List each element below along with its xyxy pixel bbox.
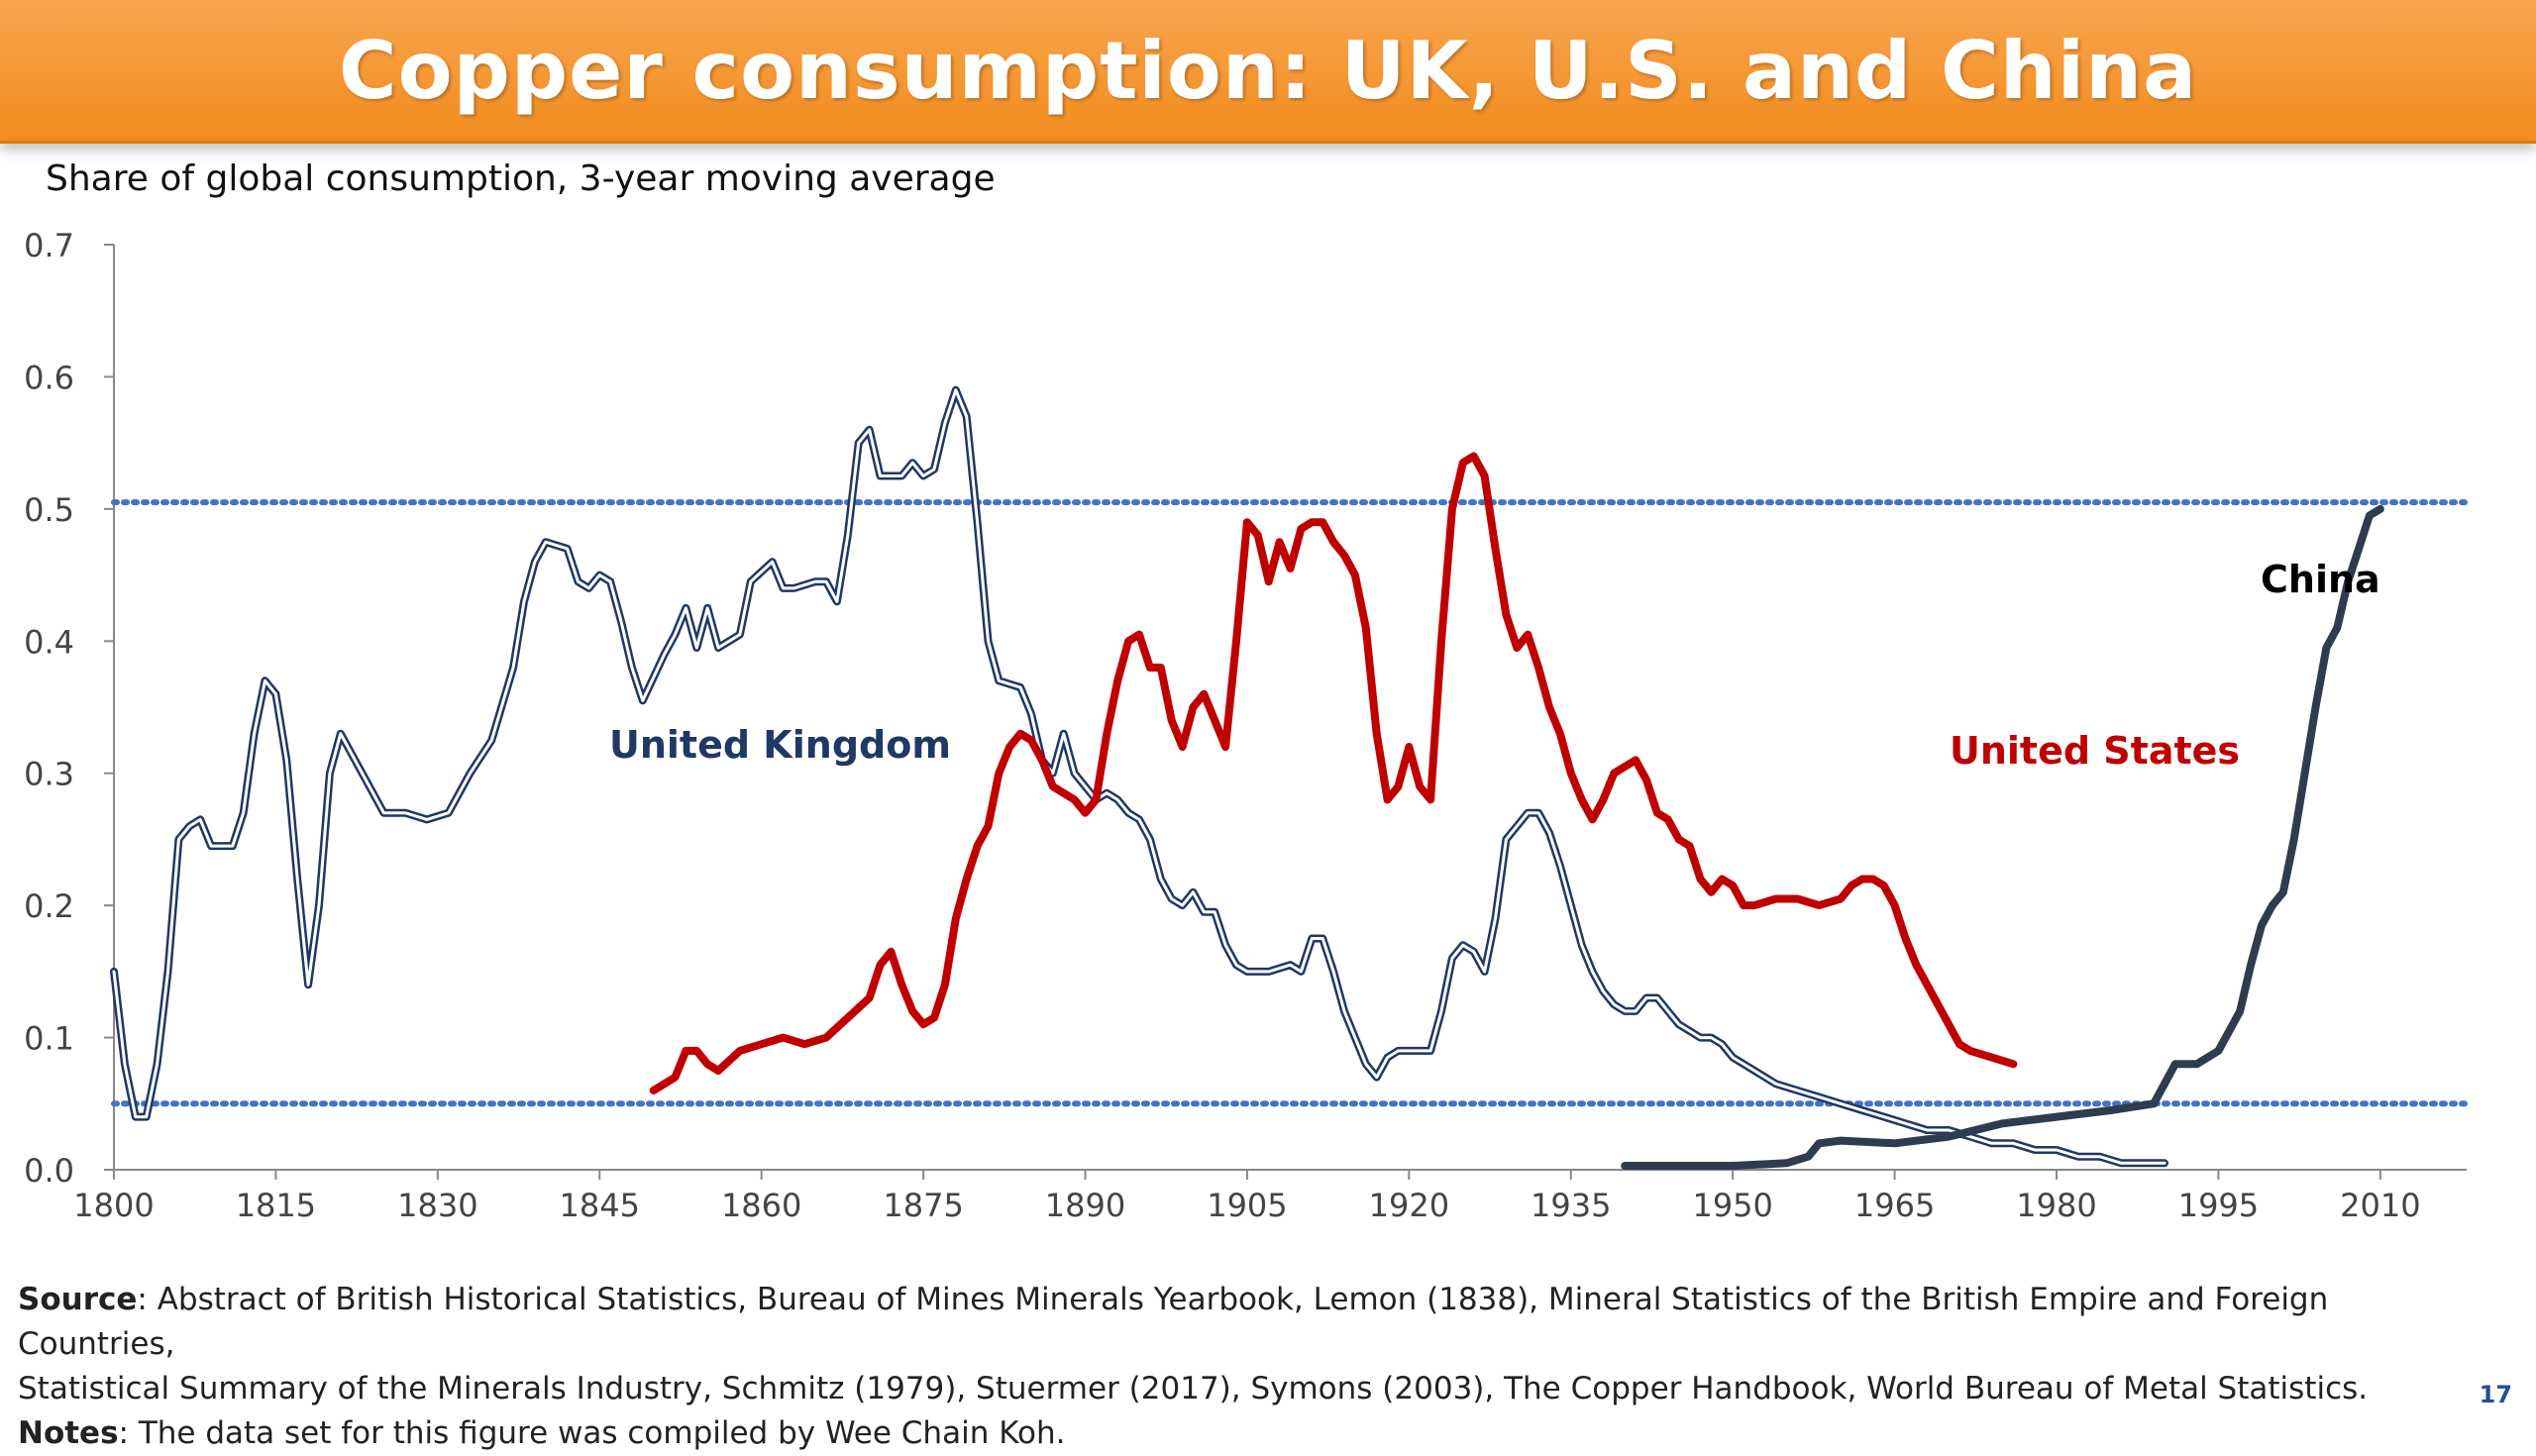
x-tick-label: 1800 [73, 1187, 154, 1224]
x-tick-label: 1845 [560, 1187, 640, 1224]
source-text: : Abstract of British Historical Statist… [18, 1282, 2329, 1362]
title-bar: Copper consumption: UK, U.S. and China [0, 0, 2536, 144]
y-tick-label: 0.5 [24, 491, 74, 529]
notes-label: Notes [18, 1415, 119, 1451]
notes-line: Notes: The data set for this figure was … [18, 1411, 2395, 1456]
slide-title: Copper consumption: UK, U.S. and China [338, 24, 2198, 117]
x-tick-label: 1935 [1531, 1187, 1611, 1224]
x-tick-label: 1890 [1045, 1187, 1125, 1224]
page-number: 17 [2479, 1381, 2512, 1408]
x-tick-label: 1965 [1854, 1187, 1935, 1224]
x-tick-label: 1950 [1692, 1187, 1772, 1224]
united-kingdom-line-inner [112, 388, 2166, 1165]
chart-subtitle: Share of global consumption, 3-year movi… [46, 158, 996, 199]
china-line [1621, 504, 2384, 1170]
y-tick-label: 0.2 [24, 887, 74, 925]
united-states-line [649, 452, 2018, 1094]
x-tick-label: 1920 [1369, 1187, 1449, 1224]
x-tick-label: 1905 [1207, 1187, 1287, 1224]
footer: Source: Abstract of British Historical S… [18, 1278, 2395, 1456]
source-line-2: Statistical Summary of the Minerals Indu… [18, 1371, 2369, 1406]
x-tick-label: 2010 [2340, 1187, 2420, 1224]
x-tick-label: 1815 [236, 1187, 316, 1224]
copper-chart: 0.0 0.1 0.2 0.3 0.4 0.5 0.6 0.7 1800 1815 1830 1845… [24, 227, 2470, 1224]
united-kingdom-line [110, 385, 2168, 1168]
x-tick-label: 1995 [2178, 1187, 2259, 1224]
y-tick-label: 0.4 [24, 623, 74, 661]
x-tick-label: 1830 [397, 1187, 477, 1224]
notes-text: : The data set for this figure was compi… [118, 1415, 1066, 1451]
x-tick-label: 1860 [721, 1187, 801, 1224]
series-label-united-kingdom: United Kingdom [609, 723, 951, 767]
y-tick-label: 0.6 [24, 359, 74, 396]
y-tick-label: 0.1 [24, 1020, 74, 1058]
series-label-united-states: United States [1950, 729, 2240, 773]
x-tick-label: 1980 [2016, 1187, 2096, 1224]
y-tick-label: 0.3 [24, 756, 74, 793]
y-tick-label: 0.0 [24, 1152, 74, 1190]
series-label-china: China [2261, 558, 2380, 601]
x-tick-label: 1875 [883, 1187, 963, 1224]
y-tick-label: 0.7 [24, 227, 74, 264]
source-label: Source [18, 1282, 138, 1317]
source-line-1: Source: Abstract of British Historical S… [18, 1278, 2395, 1367]
